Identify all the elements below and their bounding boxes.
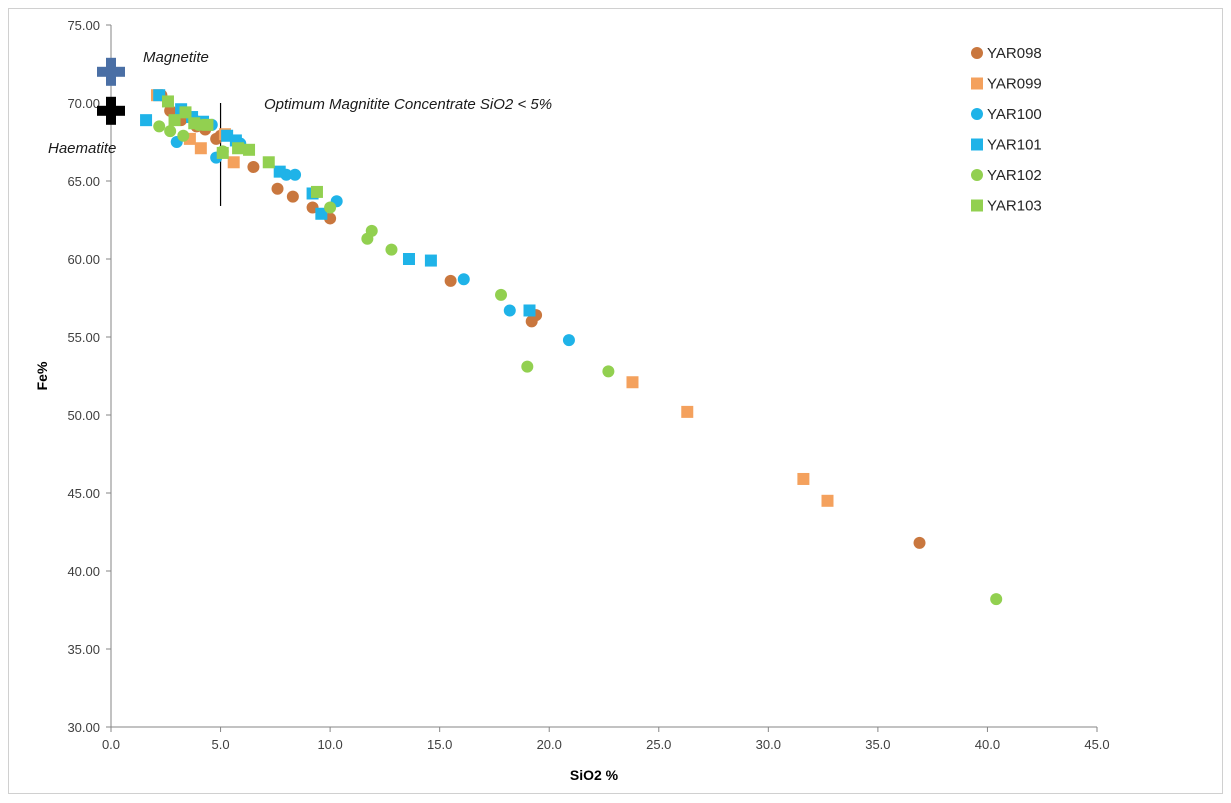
y-axis-title: Fe% — [34, 361, 50, 390]
point-yar102 — [521, 360, 534, 373]
point-yar099 — [797, 472, 810, 485]
point-yar098 — [444, 274, 457, 287]
point-yar102 — [365, 224, 378, 237]
legend-label-yar098: YAR098 — [987, 45, 1042, 62]
point-yar103 — [262, 156, 275, 169]
y-tick-label: 75.00 — [67, 18, 100, 33]
legend-marker-yar100 — [971, 108, 983, 120]
legend: YAR098 YAR099 YAR100 YAR101 YAR102 YAR103 — [971, 45, 1042, 215]
point-yar099 — [194, 142, 207, 155]
legend-marker-yar101 — [971, 138, 983, 151]
point-yar102 — [164, 125, 177, 138]
legend-marker-yar103 — [971, 199, 983, 212]
point-yar100 — [457, 273, 470, 286]
point-yar101 — [315, 207, 328, 220]
reference-points — [97, 57, 125, 125]
legend-label-yar101: YAR101 — [987, 137, 1042, 154]
point-yar103 — [243, 143, 256, 156]
reference-line-annotation: Optimum Magnitite Concentrate SiO2 < 5% — [264, 96, 552, 113]
point-yar102 — [177, 129, 190, 142]
x-tick-label: 10.0 — [317, 737, 342, 752]
point-yar102 — [153, 120, 166, 133]
magnetite-cross-icon-bar-v — [106, 57, 116, 86]
point-yar103 — [201, 118, 214, 131]
point-yar102 — [385, 243, 398, 256]
point-yar098 — [913, 536, 926, 549]
x-tick-label: 25.0 — [646, 737, 671, 752]
point-yar103 — [232, 142, 245, 155]
legend-marker-yar099 — [971, 77, 983, 90]
x-tick-label: 45.0 — [1084, 737, 1109, 752]
y-tick-label: 60.00 — [67, 252, 100, 267]
y-tick-label: 65.00 — [67, 174, 100, 189]
point-yar100 — [562, 334, 575, 347]
legend-marker-yar098 — [971, 47, 983, 59]
y-tick-label: 55.00 — [67, 330, 100, 345]
magnetite-cross-icon — [97, 57, 125, 86]
point-yar099 — [681, 405, 694, 418]
point-yar098 — [271, 182, 284, 195]
x-tick-label: 0.0 — [102, 737, 120, 752]
point-yar103 — [188, 117, 201, 130]
legend-label-yar099: YAR099 — [987, 76, 1042, 93]
point-yar098 — [164, 104, 177, 117]
y-tick-label: 40.00 — [67, 564, 100, 579]
y-tick-label: 50.00 — [67, 408, 100, 423]
point-yar098 — [247, 160, 260, 173]
point-yar103 — [168, 114, 181, 127]
haematite-cross-icon — [97, 96, 125, 125]
point-yar103 — [179, 106, 192, 119]
point-yar102 — [990, 593, 1003, 606]
magnetite-annotation: Magnetite — [143, 49, 209, 66]
legend-label-yar100: YAR100 — [987, 106, 1042, 123]
point-yar100 — [503, 304, 516, 317]
x-tick-label: 20.0 — [537, 737, 562, 752]
x-tick-label: 5.0 — [212, 737, 230, 752]
point-yar101 — [140, 114, 153, 127]
legend-label-yar103: YAR103 — [987, 198, 1042, 215]
x-tick-label: 15.0 — [427, 737, 452, 752]
legend-marker-yar102 — [971, 169, 983, 181]
point-yar101 — [273, 165, 286, 178]
point-yar101 — [523, 304, 536, 317]
point-yar099 — [626, 376, 639, 389]
point-yar103 — [310, 185, 323, 198]
x-tick-label: 35.0 — [865, 737, 890, 752]
data-points — [140, 89, 1003, 606]
axes: 30.00 35.00 40.00 45.00 50.00 55.00 60.00 65.00… — [67, 18, 1109, 752]
y-tick-label: 30.00 — [67, 720, 100, 735]
point-yar101 — [402, 253, 415, 265]
point-yar102 — [324, 201, 337, 214]
point-yar100 — [289, 168, 302, 181]
legend-label-yar102: YAR102 — [987, 167, 1042, 184]
point-yar102 — [602, 365, 615, 378]
point-yar098 — [286, 190, 299, 203]
point-yar099 — [821, 494, 834, 507]
x-tick-label: 40.0 — [975, 737, 1000, 752]
point-yar103 — [216, 146, 229, 159]
haematite-annotation: Haematite — [48, 140, 116, 157]
point-yar099 — [227, 156, 240, 169]
x-axis-title: SiO2 % — [570, 767, 619, 783]
point-yar101 — [424, 254, 437, 267]
point-yar102 — [495, 288, 508, 301]
haematite-cross-icon-bar-v — [106, 96, 116, 125]
point-yar103 — [161, 95, 174, 108]
x-tick-label: 30.0 — [756, 737, 781, 752]
y-tick-label: 45.00 — [67, 486, 100, 501]
y-tick-label: 35.00 — [67, 642, 100, 657]
y-tick-label: 70.00 — [67, 96, 100, 111]
